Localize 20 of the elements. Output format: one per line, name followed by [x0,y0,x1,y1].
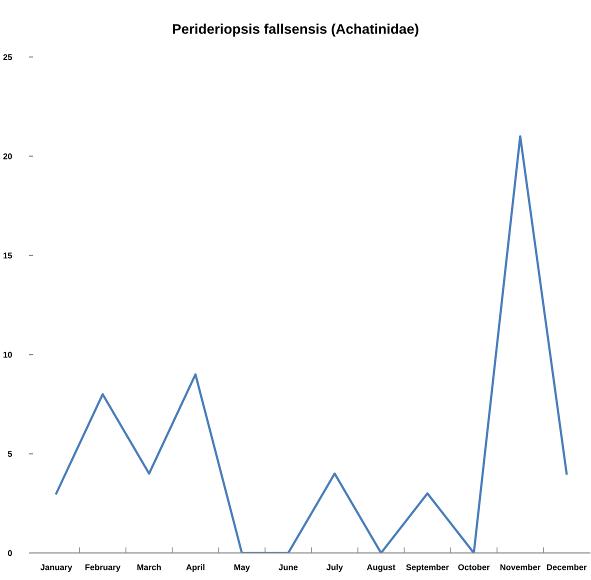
line-series [55,135,568,553]
y-tick-label: 0 [8,550,12,556]
y-tick-label: 15 [4,252,12,258]
x-tick-label: February [85,564,120,572]
x-tick-label: April [186,564,204,572]
x-tick-label: January [40,564,72,572]
y-tick-label: 25 [3,54,12,60]
x-tick-label: July [326,564,343,572]
y-tick-label: 5 [8,451,12,457]
chart-title: Perideriopsis fallsensis (Achatinidae) [172,24,418,37]
x-tick-label: September [406,564,449,572]
x-tick-label: May [234,564,250,572]
y-tick-label: 10 [4,352,12,358]
x-tick-label: August [366,564,396,572]
x-tick-label: March [137,564,161,570]
y-tick-label: 20 [3,153,12,160]
x-tick-label: December [547,564,587,570]
x-tick-label: October [458,564,490,570]
x-tick-label: November [500,564,540,570]
x-tick-label: June [278,564,298,570]
